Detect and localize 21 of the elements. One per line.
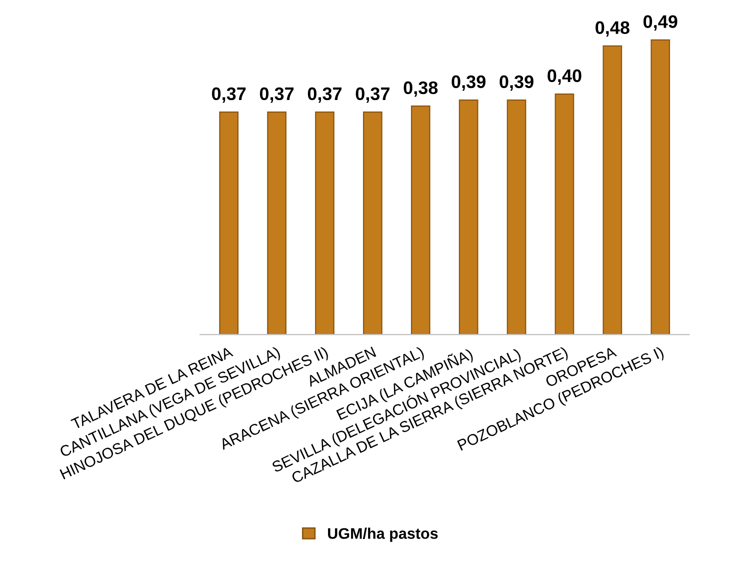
bar bbox=[650, 39, 670, 335]
data-label: 0,39 bbox=[500, 75, 534, 91]
bar bbox=[458, 99, 478, 335]
data-label: 0,37 bbox=[356, 87, 390, 103]
bar bbox=[410, 105, 430, 335]
bar bbox=[219, 112, 239, 335]
data-label: 0,48 bbox=[596, 21, 630, 37]
data-label: 0,38 bbox=[404, 81, 438, 97]
bar bbox=[602, 45, 622, 335]
bar bbox=[554, 93, 574, 335]
data-label: 0,37 bbox=[260, 87, 294, 103]
data-label: 0,49 bbox=[644, 15, 678, 31]
data-label: 0,37 bbox=[212, 87, 246, 103]
legend-label: UGM/ha pastos bbox=[328, 528, 438, 542]
data-label: 0,40 bbox=[548, 69, 582, 85]
bar bbox=[506, 99, 526, 335]
bar bbox=[363, 112, 382, 335]
data-label: 0,37 bbox=[308, 87, 342, 103]
bar bbox=[267, 112, 286, 335]
data-label: 0,39 bbox=[452, 75, 486, 91]
bar bbox=[315, 112, 334, 335]
